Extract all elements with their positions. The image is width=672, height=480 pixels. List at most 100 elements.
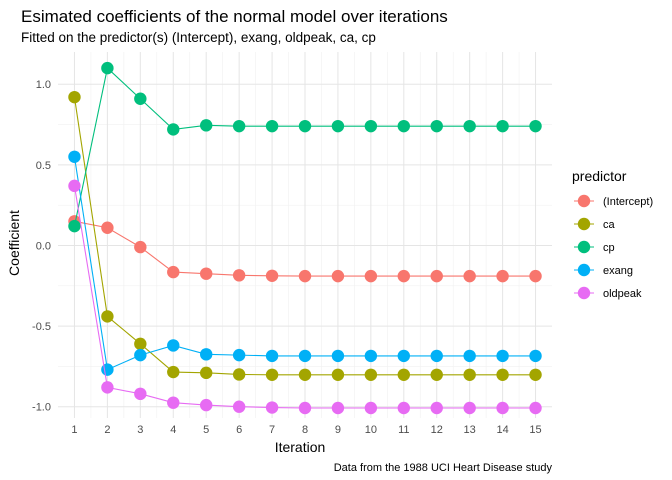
data-point-intercept (496, 269, 509, 283)
data-point-oldpeak (68, 179, 81, 193)
data-point-intercept (364, 269, 378, 283)
x-tick-label: 2 (104, 424, 110, 436)
data-point-cp (364, 119, 378, 133)
data-point-exang (167, 339, 180, 352)
x-tick-label: 9 (335, 424, 341, 436)
legend-item-cp: cp (574, 240, 615, 254)
data-point-exang (68, 150, 81, 164)
series-oldpeak (68, 179, 542, 415)
chart-caption: Data from the 1988 UCI Heart Disease stu… (334, 462, 553, 474)
data-point-oldpeak (397, 401, 410, 415)
data-point-ca (331, 368, 345, 381)
y-tick-label: 1.0 (36, 79, 51, 91)
data-point-oldpeak (265, 401, 279, 414)
x-tick-label: 15 (529, 424, 541, 436)
data-point-cp (529, 119, 542, 133)
data-point-intercept (101, 221, 114, 234)
legend-item-ca: ca (574, 217, 616, 231)
data-point-cp (134, 92, 147, 105)
series-exang (68, 150, 542, 376)
x-tick-label: 8 (302, 424, 308, 436)
data-point-intercept (529, 269, 542, 283)
x-tick-label: 5 (203, 424, 209, 436)
data-point-oldpeak (167, 396, 180, 409)
data-point-ca (68, 90, 81, 104)
data-point-ca (101, 310, 114, 323)
x-tick-label: 3 (137, 424, 143, 436)
data-point-ca (167, 365, 180, 379)
x-tick-label: 1 (71, 424, 77, 436)
legend-key-point (577, 286, 591, 300)
data-point-ca (232, 368, 246, 381)
data-point-cp (200, 119, 213, 132)
data-point-exang (463, 349, 476, 363)
legend: predictor (Intercept) ca cp exang oldpeak (572, 168, 653, 300)
legend-item-exang: exang (574, 263, 633, 277)
legend-label: ca (603, 219, 616, 231)
data-point-exang (200, 348, 213, 361)
data-point-ca (265, 368, 279, 381)
data-point-exang (232, 348, 246, 362)
data-point-ca (298, 368, 312, 381)
x-axis-title: Iteration (275, 439, 326, 455)
x-tick-label: 12 (431, 424, 443, 436)
data-point-oldpeak (134, 387, 147, 401)
data-point-exang (101, 363, 114, 376)
x-tick-label: 7 (269, 424, 275, 436)
data-point-cp (298, 119, 312, 133)
x-tick-label: 13 (464, 424, 476, 436)
legend-item-oldpeak: oldpeak (574, 286, 642, 300)
data-point-intercept (167, 265, 180, 279)
data-point-ca (496, 368, 509, 381)
data-point-intercept (397, 269, 410, 283)
data-point-intercept (265, 269, 279, 282)
data-point-exang (430, 349, 443, 363)
data-point-oldpeak (529, 401, 542, 415)
legend-title: predictor (572, 168, 627, 184)
data-point-intercept (298, 269, 312, 283)
data-point-intercept (200, 267, 213, 280)
data-point-intercept (463, 269, 476, 283)
legend-key-point (577, 240, 591, 254)
data-point-oldpeak (200, 398, 213, 412)
y-tick-label: 0.0 (36, 240, 51, 252)
data-point-cp (265, 119, 279, 133)
data-point-ca (430, 368, 443, 381)
data-point-intercept (430, 269, 443, 283)
chart-title: Esimated coefficients of the normal mode… (21, 7, 448, 26)
data-point-ca (364, 368, 378, 381)
data-point-cp (68, 219, 81, 233)
data-point-intercept (232, 269, 246, 282)
data-point-exang (496, 349, 509, 363)
axis-ticks: -1.0-0.50.00.51.01 2 3 4 5 6 7 8 9 10 11 12 13 14 15 (32, 79, 542, 436)
data-point-exang (397, 349, 410, 363)
data-point-oldpeak (298, 401, 312, 415)
data-point-cp (463, 119, 476, 133)
y-tick-label: 0.5 (36, 160, 51, 172)
data-point-cp (101, 61, 114, 75)
data-point-cp (496, 119, 509, 133)
legend-label: cp (603, 242, 615, 254)
series-lines (68, 61, 542, 415)
data-point-oldpeak (430, 401, 443, 415)
data-point-cp (430, 119, 443, 133)
chart-subtitle: Fitted on the predictor(s) (Intercept), … (21, 30, 376, 45)
data-point-ca (529, 368, 542, 381)
data-point-oldpeak (101, 381, 114, 394)
data-point-ca (397, 368, 410, 381)
y-axis-title: Coefficient (6, 210, 22, 276)
legend-key-point (577, 194, 591, 208)
data-point-oldpeak (331, 401, 345, 415)
data-point-exang (364, 349, 378, 363)
x-tick-label: 4 (170, 424, 176, 436)
legend-label: oldpeak (603, 288, 642, 300)
data-point-ca (200, 366, 213, 380)
data-point-oldpeak (364, 401, 378, 415)
data-point-exang (529, 349, 542, 363)
legend-key-point (577, 263, 591, 277)
data-point-oldpeak (232, 400, 246, 413)
data-point-cp (232, 119, 246, 133)
data-point-cp (331, 119, 345, 133)
data-point-exang (331, 349, 345, 363)
